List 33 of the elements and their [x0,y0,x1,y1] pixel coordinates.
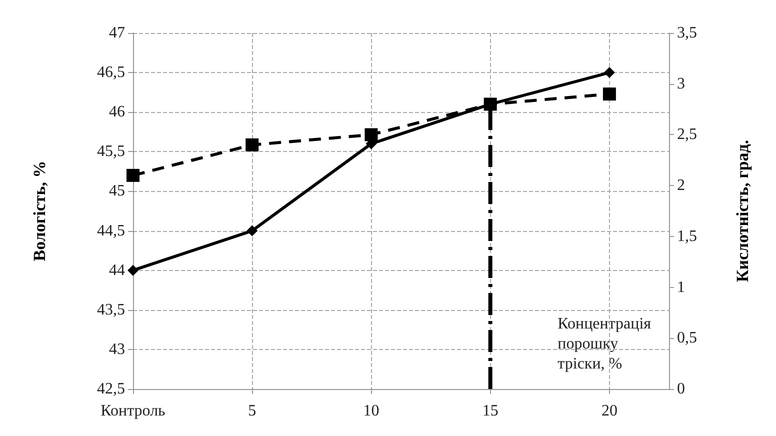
y2-tick-label: 1 [677,278,685,296]
point [126,168,140,182]
point [602,88,616,101]
x-tick-label: 20 [601,402,618,420]
y2-tick-label: 0 [677,380,685,398]
x-tick-label: Контроль [100,402,166,420]
y-tick-label: 42,5 [97,380,125,398]
y-tick-label: 44,5 [97,222,125,240]
y2-tick-label: 3,5 [677,24,697,42]
x-tick-label: 10 [363,402,380,420]
point [604,67,615,78]
y2-tick-label: 0,5 [677,330,697,347]
point [128,264,138,276]
y-tick-label: 46,5 [97,64,125,82]
y-tick-label: 46 [109,104,125,121]
y2-tick-label: 3 [677,75,685,92]
point [246,138,259,152]
y2-tick-label: 2,5 [677,126,697,144]
x-tick-label: 15 [482,402,498,420]
point [364,128,378,142]
y-axis-title: Вологість, % [30,160,49,262]
y-tick-label: 45,5 [97,143,125,160]
y-tick-label: 44 [109,262,125,279]
point [246,225,258,236]
y2-tick-label: 1,5 [677,228,697,245]
x-tick-label: 5 [248,402,256,420]
y-tick-label: 43,5 [97,301,125,318]
x-axis-title: Концентрація порошку тріски, % [558,316,652,372]
y-tick-label: 47 [109,24,125,42]
y2-axis-title: Кислотність, град. [733,140,752,282]
y-tick-label: 45 [109,182,125,200]
y2-tick-label: 2 [677,177,685,194]
y-tick-label: 43 [109,340,125,358]
